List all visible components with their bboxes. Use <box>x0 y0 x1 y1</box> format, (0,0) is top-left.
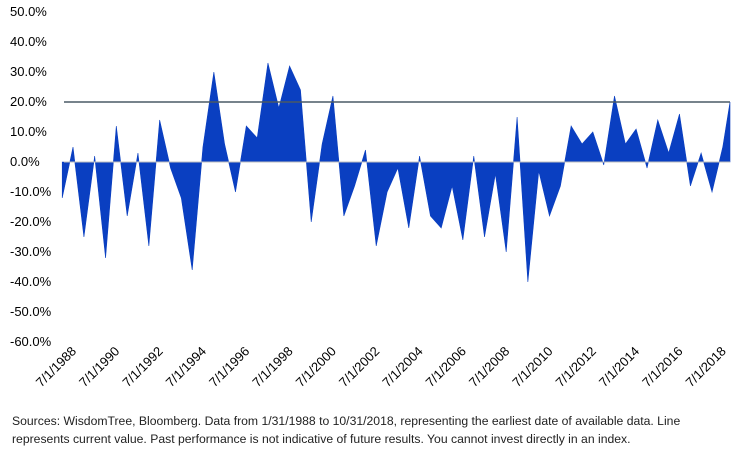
x-tick-label: 7/1/2000 <box>293 344 339 390</box>
caption-line-1: Sources: WisdomTree, Bloomberg. Data fro… <box>12 414 681 428</box>
y-axis-tick-labels: 50.0% 40.0% 30.0% 20.0% 10.0% 0.0% -10.0% -20.0… <box>10 4 52 349</box>
x-tick-label: 7/1/1988 <box>33 344 79 390</box>
x-tick-label: 7/1/2014 <box>596 344 642 390</box>
x-axis-tick-labels: 7/1/19887/1/19907/1/19927/1/19947/1/1996… <box>33 344 729 390</box>
x-tick-label: 7/1/2002 <box>336 344 382 390</box>
x-tick-label: 7/1/2016 <box>639 344 685 390</box>
x-tick-label: 7/1/1992 <box>119 344 165 390</box>
x-tick-label: 7/1/2006 <box>423 344 469 390</box>
x-tick-label: 7/1/1994 <box>163 344 209 390</box>
x-tick-label: 7/1/1998 <box>249 344 295 390</box>
y-tick-label: -40.0% <box>10 274 52 289</box>
y-tick-label: -50.0% <box>10 304 52 319</box>
x-tick-label: 7/1/2012 <box>553 344 599 390</box>
y-tick-label: 30.0% <box>10 64 47 79</box>
x-tick-label: 7/1/2010 <box>509 344 555 390</box>
x-tick-label: 7/1/2008 <box>466 344 512 390</box>
source-caption: Sources: WisdomTree, Bloomberg. Data fro… <box>12 412 737 448</box>
x-tick-label: 7/1/1990 <box>76 344 122 390</box>
y-tick-label: 10.0% <box>10 124 47 139</box>
y-tick-label: -60.0% <box>10 334 52 349</box>
area-series <box>61 62 731 283</box>
y-tick-label: 50.0% <box>10 4 47 19</box>
y-tick-label: -20.0% <box>10 214 52 229</box>
y-tick-label: -10.0% <box>10 184 52 199</box>
area-chart: 50.0% 40.0% 30.0% 20.0% 10.0% 0.0% -10.0% -20.0… <box>10 4 731 390</box>
x-tick-label: 7/1/2004 <box>379 344 425 390</box>
y-tick-label: 20.0% <box>10 94 47 109</box>
plot-area <box>61 62 731 283</box>
x-tick-label: 7/1/2018 <box>682 344 728 390</box>
y-tick-label: 0.0% <box>10 154 40 169</box>
y-tick-label: 40.0% <box>10 34 47 49</box>
y-tick-label: -30.0% <box>10 244 52 259</box>
x-tick-label: 7/1/1996 <box>206 344 252 390</box>
caption-line-2: represents current value. Past performan… <box>12 432 631 446</box>
